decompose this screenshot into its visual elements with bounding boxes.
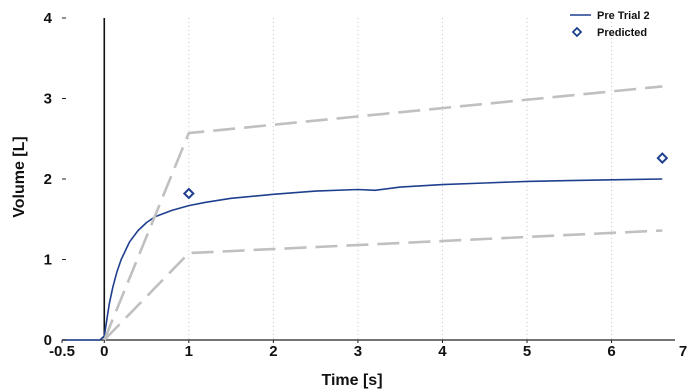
x-tick-label: 7 [679, 343, 687, 360]
x-tick-label: 4 [438, 343, 447, 360]
x-axis-title: Time [s] [321, 372, 382, 389]
y-tick-label: 0 [44, 332, 52, 349]
grid-layer [103, 18, 613, 340]
x-tick-label: 6 [607, 343, 615, 360]
legend: Pre Trial 2 Predicted [570, 10, 650, 39]
y-tick-label: 4 [44, 10, 53, 27]
y-axis-title: Volume [L] [11, 136, 28, 217]
x-tick-label: -0.5 [49, 343, 75, 360]
confidence-bound-line [103, 85, 663, 341]
x-tick-label: 1 [185, 343, 193, 360]
legend-swatch-marker [571, 26, 583, 38]
y-tick-label: 2 [44, 171, 52, 188]
axes-layer [62, 18, 675, 341]
x-tick-label: 0 [100, 343, 108, 360]
legend-label-series-1: Pre Trial 2 [597, 10, 650, 22]
y-tick-label: 1 [44, 252, 52, 269]
x-tick-label: 5 [523, 343, 531, 360]
x-tick-label: 2 [269, 343, 277, 360]
x-tick-label: 3 [354, 343, 362, 360]
series-layer [62, 85, 669, 341]
series-line-pre-trial-2 [62, 178, 663, 341]
data-point-predicted [182, 187, 195, 200]
data-point-predicted [656, 152, 669, 164]
legend-label-series-2: Predicted [597, 27, 647, 39]
y-tick-label: 3 [44, 91, 52, 108]
confidence-bound-line [103, 229, 663, 341]
